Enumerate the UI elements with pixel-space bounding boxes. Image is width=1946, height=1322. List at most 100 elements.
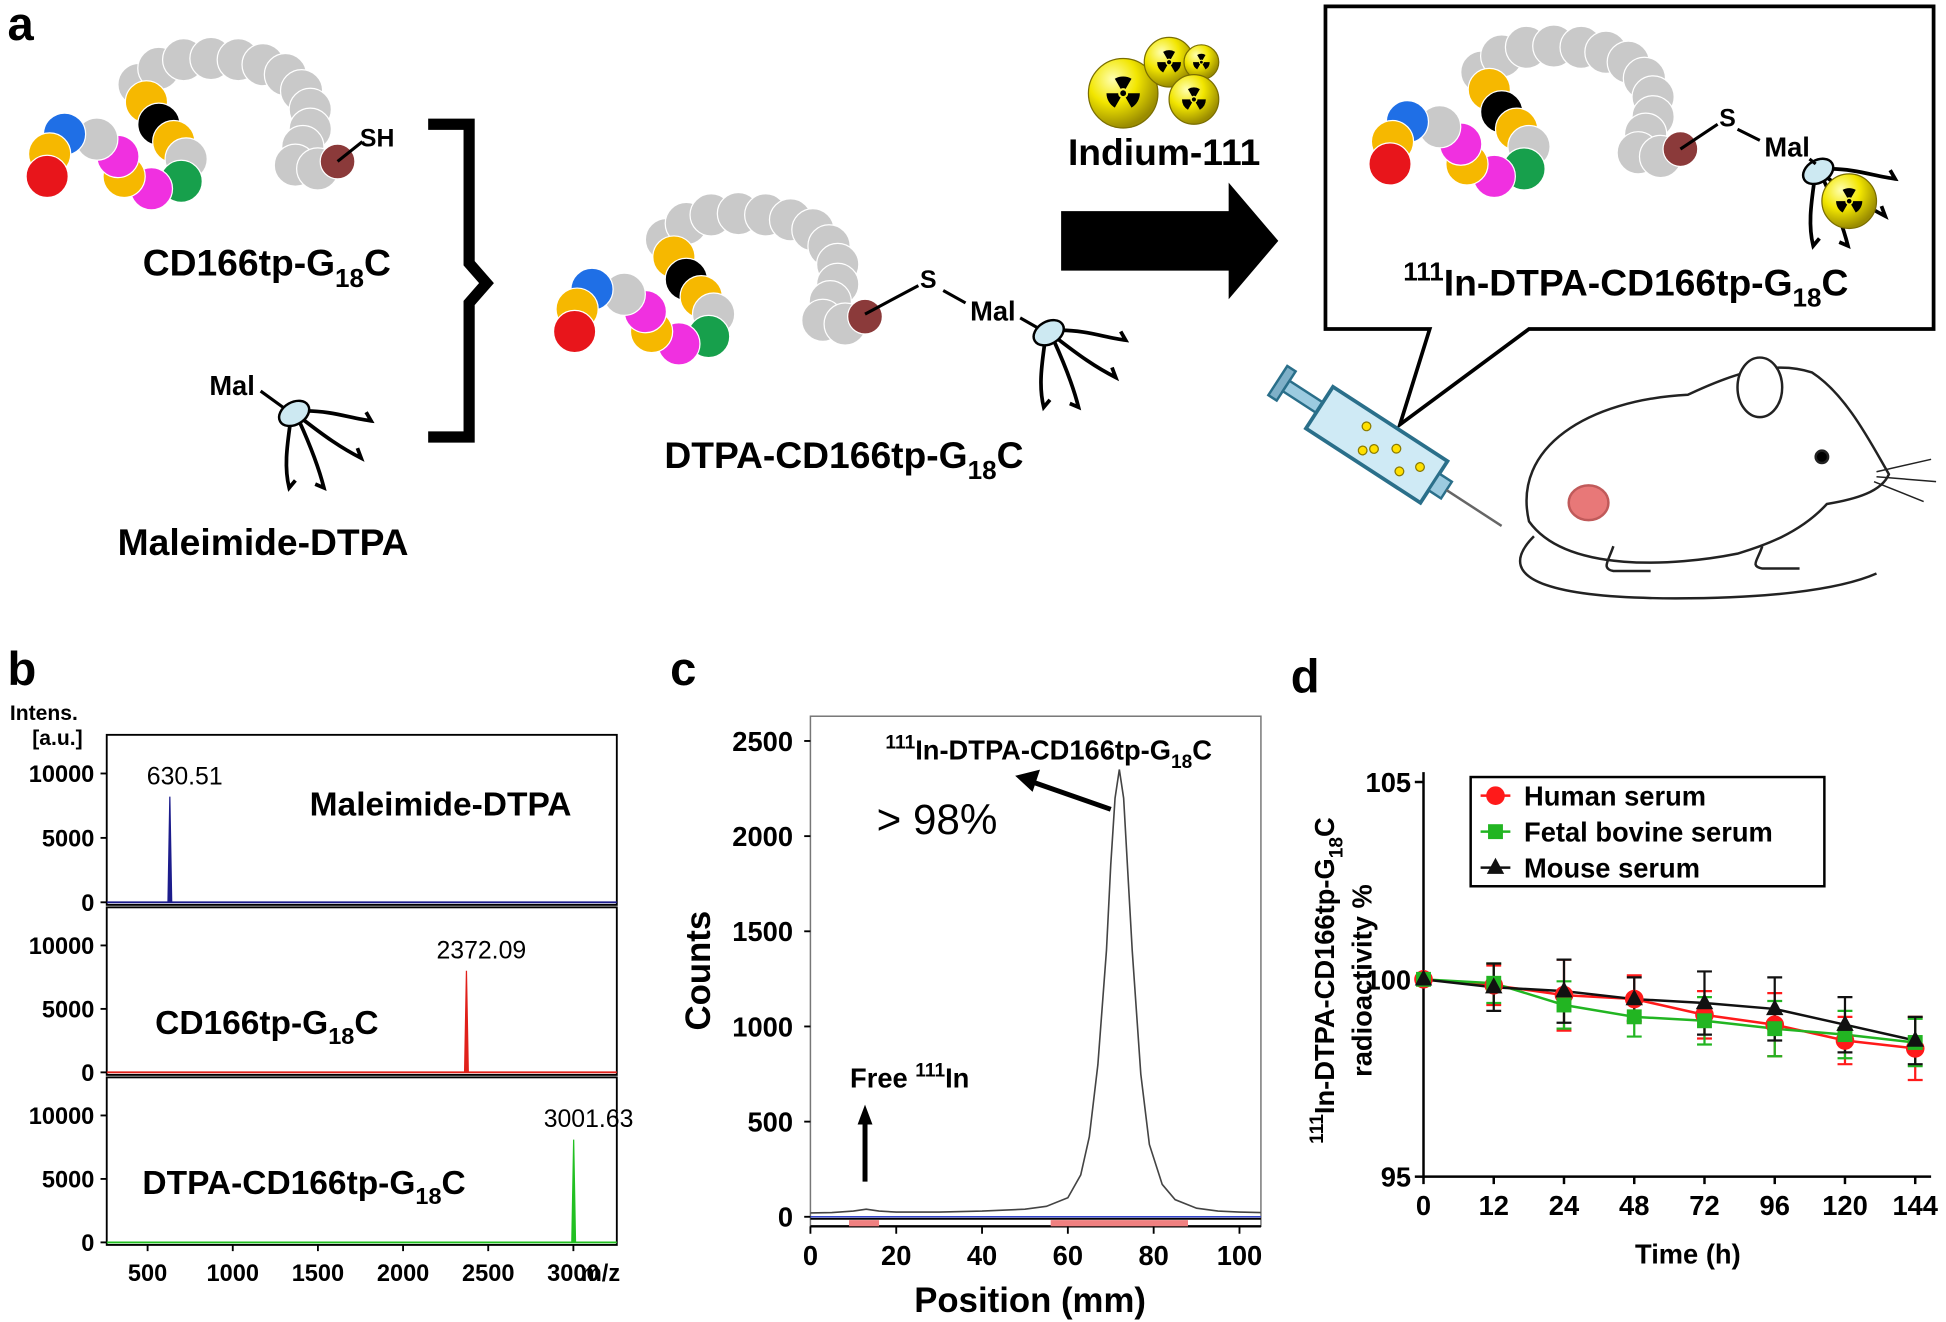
marker (1414, 969, 1433, 986)
y-tick-label: 5000 (42, 1167, 94, 1193)
peptide-chain (1368, 24, 1699, 199)
trefoil-blade (1851, 201, 1863, 213)
x-axis-label: Time (h) (1635, 1239, 1741, 1270)
dtpa-chelator (277, 399, 375, 492)
peak-label: 3001.63 (544, 1106, 634, 1133)
marker (1626, 1009, 1642, 1025)
compound-label: DTPA-CD166tp-G18C (142, 1165, 465, 1209)
trefoil-center (1120, 90, 1127, 97)
y-axis-label: Counts (680, 911, 718, 1031)
y-tick-label: 5000 (42, 826, 94, 852)
product-label-part: C (1822, 262, 1849, 304)
annotation: Free 111In (850, 1060, 969, 1093)
spectrum-peak (571, 1139, 577, 1244)
annotation: > 98% (877, 796, 998, 843)
marker (1695, 993, 1714, 1010)
y-tick-label: 105 (1366, 767, 1412, 798)
trefoil-blade (1193, 62, 1201, 70)
trefoil-blade (1181, 99, 1193, 110)
x-tick-label: 100 (1217, 1240, 1263, 1271)
sulfur-label: S (1719, 106, 1736, 133)
region (849, 1220, 880, 1227)
x-tick-label: 3000 (547, 1260, 599, 1286)
compound-label-part: C (441, 1165, 465, 1202)
y-axis-label-part: 18 (1326, 837, 1347, 859)
y-axis-label-part: 111 (1307, 1114, 1328, 1144)
trefoil-center (1199, 60, 1203, 64)
peak-label: 630.51 (147, 763, 223, 790)
y-tick-label: 10000 (29, 1103, 95, 1129)
x-tick-label: 144 (1892, 1190, 1938, 1221)
chelator-label: Maleimide-DTPA (118, 521, 409, 563)
panel-label: d (1291, 650, 1320, 703)
bead (1368, 142, 1412, 186)
y-tick-label: 1000 (732, 1011, 793, 1042)
syringe (1266, 364, 1503, 527)
marker (1485, 977, 1503, 994)
annotation-part: In-DTPA-CD166tp-G (915, 735, 1171, 766)
x-tick-label: 0 (803, 1240, 818, 1271)
x-tick-label: 12 (1479, 1190, 1509, 1221)
x-tick-label: 96 (1760, 1190, 1790, 1221)
annotation-part: 111 (915, 1060, 945, 1081)
y-tick-label: 100 (1366, 964, 1412, 995)
marker (1556, 997, 1572, 1013)
arrowhead (857, 1104, 873, 1125)
compound-label-part: CD166tp-G (155, 1005, 328, 1042)
bond (1679, 122, 1719, 151)
panel-label: b (7, 642, 36, 695)
annotation-part: In (945, 1062, 969, 1093)
trefoil-center (1846, 198, 1852, 204)
radiation-symbol (1181, 87, 1206, 110)
marker (1625, 989, 1643, 1006)
series-line (1423, 978, 1916, 1042)
spectrum-peak (167, 796, 173, 903)
marker (1488, 824, 1503, 840)
compound-label-part: 18 (415, 1183, 441, 1209)
bond (1019, 316, 1039, 330)
peptide-chain (552, 191, 884, 366)
compound-label: Maleimide-DTPA (310, 787, 572, 824)
marker (1486, 786, 1505, 805)
y-tick-label: 10000 (29, 761, 95, 787)
marker (1906, 1030, 1924, 1047)
y-tick-label: 0 (81, 1060, 94, 1086)
product-label: 111In-DTPA-CD166tp-G18C (1403, 257, 1848, 313)
mouse (1519, 356, 1937, 600)
x-tick-label: 24 (1549, 1190, 1580, 1221)
marker (1767, 1021, 1783, 1037)
peptide-label-part: C (364, 242, 391, 284)
legend-box (1469, 775, 1826, 888)
y-axis-label: 111In-DTPA-CD166tp-G18C (1307, 817, 1347, 1144)
radiation-symbol (1157, 50, 1182, 73)
y-axis-label-part: In-DTPA-CD166tp-G (1309, 858, 1340, 1114)
legend-label: Fetal bovine serum (1524, 817, 1773, 848)
spectrum-peak (463, 970, 469, 1073)
compound-label-part: Maleimide-DTPA (310, 787, 572, 824)
legend-label: Mouse serum (1524, 853, 1700, 884)
marker (1766, 999, 1784, 1016)
y-tick-label: 0 (81, 890, 94, 916)
trefoil-blade (1106, 93, 1121, 108)
y-tick-label: 500 (747, 1107, 793, 1138)
x-tick-label: 80 (1138, 1240, 1168, 1271)
marker (1555, 981, 1573, 998)
y-tick-label: 0 (81, 1230, 94, 1256)
trefoil-blade (1157, 62, 1168, 73)
x-tick-label: 40 (967, 1240, 997, 1271)
peptide-chain (25, 36, 356, 211)
y-tick-label: 10000 (29, 933, 95, 959)
plot-frame (105, 906, 618, 1076)
bond (864, 284, 920, 316)
trefoil-blade (1125, 93, 1140, 108)
product-label-part: 111 (1403, 257, 1444, 287)
marker (1486, 857, 1505, 874)
chelator-core (1032, 318, 1065, 347)
cysteine-bead (847, 298, 884, 335)
compound-label-part: DTPA-CD166tp-G (142, 1165, 415, 1202)
count-curve (810, 769, 1261, 1214)
trefoil-blade (1163, 50, 1176, 60)
y-tick-label: 5000 (42, 997, 94, 1023)
peptide-label: CD166tp-G18C (143, 242, 391, 293)
